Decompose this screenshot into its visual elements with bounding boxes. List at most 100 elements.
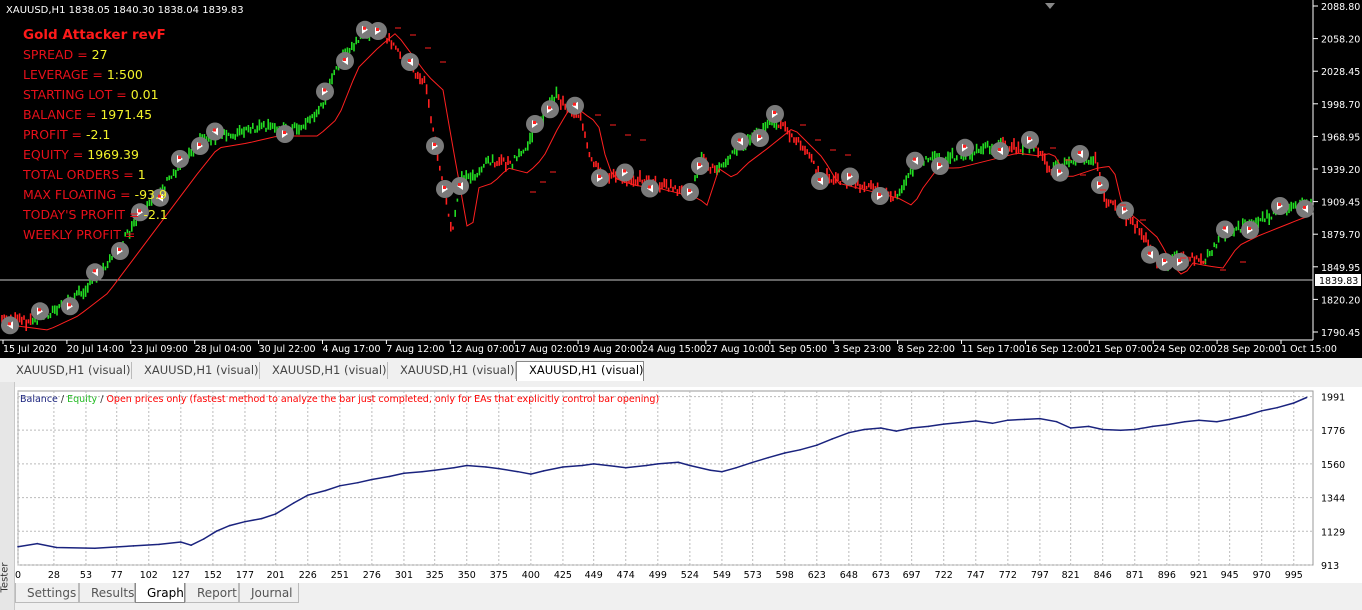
graph-x-label: 549: [713, 570, 731, 581]
graph-x-label: 722: [935, 570, 953, 581]
trade-marker-dot-icon: [688, 189, 691, 192]
balance-point: [371, 478, 373, 481]
balance-point: [959, 421, 962, 424]
balance-point: [735, 467, 737, 469]
balance-point: [1119, 429, 1122, 432]
graph-x-label: 673: [872, 570, 890, 581]
graph-x-label: 276: [363, 570, 381, 581]
ea-info-label: SPREAD =: [23, 47, 92, 62]
balance-point: [1101, 428, 1104, 431]
price-label: 1820.20: [1321, 295, 1360, 306]
date-label: 17 Aug 02:00: [514, 344, 578, 355]
tester-tab-journal[interactable]: Journal: [239, 583, 299, 603]
balance-point: [910, 427, 913, 429]
balance-point: [132, 545, 135, 547]
trade-marker-dot-icon: [118, 248, 121, 251]
graph-x-label: 797: [1031, 570, 1049, 581]
ea-info-label: STARTING LOT =: [23, 87, 131, 102]
chart-tab[interactable]: XAUUSD,H1 (visual): [4, 362, 132, 379]
balance-point: [542, 470, 545, 472]
graph-x-label: 28: [48, 570, 60, 581]
balance-point: [1039, 417, 1041, 420]
price-chart[interactable]: 2088.80 2058.20 2028.45 1998.70 1968.95 1939.…: [0, 0, 1362, 358]
graph-x-label: 821: [1062, 570, 1080, 581]
graph-x-label: 400: [522, 570, 540, 581]
chart-tab[interactable]: XAUUSD,H1 (visual): [388, 362, 516, 379]
graph-x-label: 425: [554, 570, 572, 581]
trade-marker-dot-icon: [1223, 226, 1226, 230]
graph-y-label: 1991: [1321, 393, 1345, 404]
balance-point: [942, 423, 945, 425]
balance-point: [357, 481, 359, 484]
tester-tab-graph[interactable]: Graph: [135, 583, 185, 603]
chart-tab[interactable]: XAUUSD,H1 (visual): [516, 361, 644, 381]
balance-point: [453, 467, 455, 469]
trade-marker-dot-icon: [138, 209, 141, 213]
graph-x-label: 375: [490, 570, 508, 581]
trade-marker-dot-icon: [198, 143, 201, 146]
date-label: 19 Aug 20:00: [578, 344, 642, 355]
tester-tab-settings[interactable]: Settings: [15, 583, 79, 603]
date-label: 28 Jul 04:00: [195, 344, 252, 355]
balance-point: [799, 449, 801, 451]
graph-y-label: 1560: [1321, 460, 1345, 471]
balance-point: [55, 546, 58, 549]
balance-point: [1134, 428, 1136, 431]
graph-y-label: 1344: [1321, 494, 1345, 505]
ea-info-value: -93.9: [134, 187, 167, 202]
graph-x-label: 945: [1221, 570, 1239, 581]
trade-marker-dot-icon: [363, 26, 366, 30]
price-label: 2088.80: [1321, 2, 1360, 13]
symbol-info: XAUUSD,H1 1838.05 1840.30 1838.04 1839.8…: [6, 5, 244, 16]
tester-tab-report[interactable]: Report: [185, 583, 239, 603]
balance-point: [625, 467, 627, 469]
balance-point: [292, 502, 295, 504]
balance-point: [260, 517, 263, 520]
ea-info-value: 1: [137, 167, 146, 182]
date-label: 20 Jul 14:00: [67, 344, 124, 355]
tester-tab-results[interactable]: Results: [79, 583, 135, 603]
trade-marker-dot-icon: [773, 111, 776, 114]
trade-marker-dot-icon: [343, 58, 346, 61]
trade-marker-dot-icon: [323, 88, 326, 92]
graph-x-label: 896: [1158, 570, 1176, 581]
shift-marker-icon[interactable]: [1045, 3, 1055, 9]
chart-tab[interactable]: XAUUSD,H1 (visual): [132, 362, 260, 379]
trade-marker-dot-icon: [533, 121, 536, 124]
trade-marker-dot-icon: [408, 59, 411, 62]
trade-marker-dot-icon: [1098, 182, 1101, 185]
balance-point: [228, 524, 231, 527]
graph-x-label: 77: [111, 570, 123, 581]
date-label: 1 Sep 05:00: [770, 344, 827, 355]
date-label: 4 Aug 17:00: [323, 344, 381, 355]
balance-point: [895, 430, 898, 432]
balance-point: [36, 542, 38, 545]
trade-marker-dot-icon: [1248, 227, 1251, 230]
ea-info-overlay: Gold Attacker revF SPREAD = 27 LEVERAGE = …: [23, 25, 168, 245]
graph-x-label: 449: [585, 570, 603, 581]
ea-info-row: TODAY'S PROFIT = -2.1: [23, 205, 168, 225]
trade-marker-dot-icon: [573, 102, 576, 106]
balance-point: [975, 420, 977, 422]
ea-info-value: -2.1: [86, 127, 111, 142]
balance-point: [880, 427, 882, 429]
ea-info-label: BALANCE =: [23, 107, 101, 122]
balance-point: [307, 494, 309, 496]
price-label: 1909.45: [1321, 198, 1360, 209]
trade-marker-dot-icon: [818, 178, 821, 181]
trade-marker-dot-icon: [1058, 169, 1061, 173]
legend-balance: Balance: [20, 394, 58, 405]
ea-title: Gold Attacker revF: [23, 25, 168, 45]
balance-point: [657, 463, 659, 465]
tester-vertical-tab[interactable]: Tester: [0, 382, 15, 610]
ea-info-value: 1971.45: [100, 107, 153, 122]
chart-tab[interactable]: XAUUSD,H1 (visual): [260, 362, 388, 379]
balance-point: [927, 425, 930, 428]
trade-marker-dot-icon: [963, 144, 966, 148]
balance-point: [1055, 420, 1058, 423]
strategy-tester-panel: Tester 1991 1776 1560 1344 1129 913 0 28 53 77 102…: [0, 382, 1362, 610]
trade-marker-dot-icon: [623, 169, 626, 173]
price-chart-canvas[interactable]: 2088.80 2058.20 2028.45 1998.70 1968.95 1939.…: [0, 0, 1362, 358]
trade-marker-dot-icon: [648, 185, 651, 189]
tester-graph: 1991 1776 1560 1344 1129 913 0 28 53 77 102 127 152 1…: [15, 387, 1362, 583]
